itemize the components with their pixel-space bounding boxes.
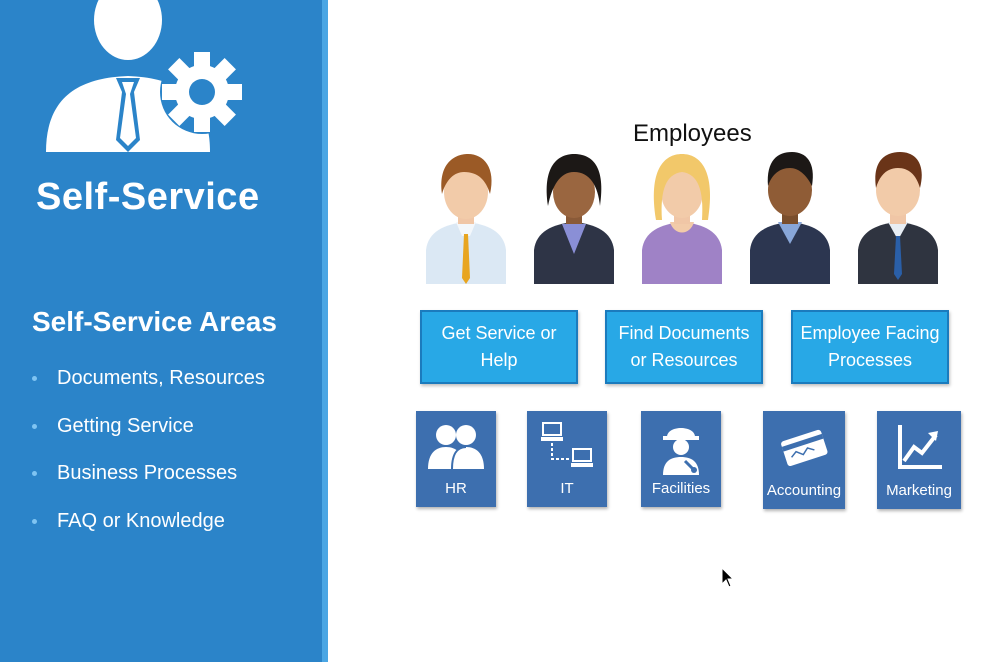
sidebar-edge [322, 0, 328, 662]
dept-tile-it[interactable]: IT [527, 411, 607, 507]
get-service-button[interactable]: Get Service or Help [420, 310, 578, 384]
employee-processes-line1: Employee Facing [800, 323, 940, 343]
mouse-cursor-icon [721, 567, 735, 588]
area-item-processes: Business Processes [32, 459, 265, 507]
person-gear-icon [46, 0, 244, 152]
worker-icon [663, 428, 699, 475]
get-service-label: Get Service or Help [441, 320, 556, 374]
area-item-documents: Documents, Resources [32, 364, 265, 412]
growth-chart-icon [898, 425, 942, 469]
find-documents-line2: or Resources [630, 350, 738, 370]
find-documents-label: Find Documents or Resources [618, 320, 749, 374]
dept-tile-accounting[interactable]: Accounting [763, 411, 845, 509]
dept-label-hr: HR [445, 480, 467, 497]
dept-tile-marketing[interactable]: Marketing [877, 411, 961, 509]
area-item-service: Getting Service [32, 412, 265, 460]
dept-tile-facilities[interactable]: Facilities [641, 411, 721, 507]
employee-avatar-3 [642, 154, 722, 284]
app-title: Self-Service [36, 176, 260, 218]
dept-label-marketing: Marketing [886, 482, 952, 499]
areas-list: Documents, Resources Getting Service Bus… [32, 364, 265, 554]
dept-label-accounting: Accounting [766, 482, 842, 499]
get-service-line2: Help [480, 350, 518, 370]
employees-label: Employees [633, 120, 752, 147]
employee-processes-line2: Processes [827, 350, 913, 370]
area-item-faq: FAQ or Knowledge [32, 507, 265, 555]
dept-tile-hr[interactable]: HR [416, 411, 496, 507]
find-documents-line1: Find Documents [618, 323, 750, 343]
employee-avatar-4 [750, 152, 830, 284]
employee-processes-label: Employee Facing Processes [800, 320, 939, 374]
credit-card-icon [781, 429, 828, 467]
employee-avatar-5 [858, 152, 938, 284]
dept-label-it: IT [560, 480, 574, 497]
areas-title: Self-Service Areas [32, 306, 277, 337]
dept-label-facilities: Facilities [651, 480, 711, 497]
employee-avatar-1 [426, 154, 506, 284]
sidebar: Self-Service Self-Service Areas Document… [0, 0, 322, 662]
people-icon [428, 425, 484, 470]
network-icon [541, 422, 593, 467]
find-documents-button[interactable]: Find Documents or Resources [605, 310, 763, 384]
get-service-line1: Get Service or [441, 323, 557, 343]
employee-processes-button[interactable]: Employee Facing Processes [791, 310, 949, 384]
employee-avatar-2 [534, 154, 614, 284]
